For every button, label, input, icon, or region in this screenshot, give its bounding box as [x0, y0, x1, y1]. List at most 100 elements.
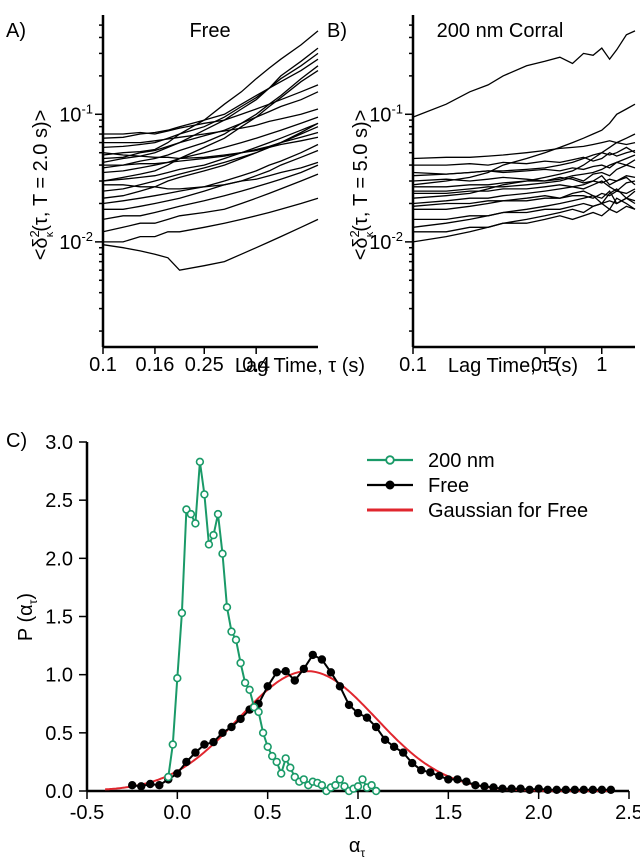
free-point — [399, 748, 408, 757]
200nm-point — [236, 658, 245, 668]
free-point — [552, 785, 561, 794]
free-point — [543, 785, 552, 794]
panel-b-series-line — [412, 159, 636, 175]
panel-b-series-line — [412, 188, 636, 228]
panel-a-series-line — [102, 164, 319, 221]
legend-swatch-marker — [385, 455, 395, 465]
200nm-point — [177, 608, 187, 618]
legend-label: 200 nm — [428, 450, 495, 472]
panel-c-y-tick-label: 1.5 — [45, 607, 73, 629]
panel-a-series-line — [102, 70, 319, 182]
free-point — [561, 785, 570, 794]
200nm-point — [213, 509, 223, 519]
free-point — [507, 784, 516, 793]
panel-b-series-line — [412, 103, 636, 186]
200nm-point — [231, 635, 241, 644]
200nm-point — [286, 763, 295, 772]
panel-b-xlabel: Lag Time, τ (s) — [448, 355, 578, 377]
panel-b-series-line — [413, 154, 636, 188]
panel-b-series-line — [413, 205, 636, 233]
panel-c-y-tick-label: 0.5 — [45, 723, 73, 745]
panel-a-x-tick-label: 0.25 — [185, 354, 224, 376]
200nm-point — [173, 673, 182, 683]
free-point — [362, 713, 372, 722]
free-point — [227, 722, 236, 732]
free-point — [290, 676, 299, 685]
panel-c-y-tick-label: 0.0 — [45, 781, 73, 803]
free-point — [453, 775, 462, 784]
200nm-series-line — [167, 461, 377, 793]
free-point — [173, 769, 182, 778]
panel-a-series-line — [102, 52, 319, 149]
free-point — [308, 650, 317, 660]
legend-label: Gaussian for Free — [428, 500, 588, 522]
panel-b-y-tick-label: 10-2 — [369, 229, 403, 254]
free-point — [326, 668, 336, 677]
panel-a-series-line — [102, 173, 319, 233]
panel-c-letter: C) — [6, 430, 27, 452]
200nm-point — [218, 549, 227, 558]
200nm-point — [268, 751, 277, 761]
200nm-point — [272, 757, 281, 767]
200nm-point — [281, 754, 290, 763]
free-point — [588, 785, 598, 794]
free-point — [462, 777, 471, 786]
free-point — [435, 771, 444, 781]
panel-a-series-line — [102, 65, 319, 169]
200nm-point — [299, 775, 308, 784]
200nm-point — [371, 786, 381, 796]
free-point — [516, 784, 525, 793]
200nm-point — [200, 490, 209, 499]
legend-swatch-marker — [385, 480, 395, 490]
panel-b-series-line — [412, 30, 636, 118]
free-point — [570, 785, 579, 794]
panel-a-y-tick-label: 10-2 — [59, 229, 93, 254]
panel-a-xlabel: Lag Time, τ (s) — [235, 355, 365, 377]
panel-a-series-line — [102, 116, 319, 174]
panel-a-x-tick-label: 0.1 — [89, 354, 117, 376]
panel-b-title: 200 nm Corral — [437, 20, 564, 42]
panel-c-xlabel: ατ — [349, 835, 366, 860]
panel-c-x-tick-label: -0.5 — [70, 802, 104, 824]
panel-b: B) 200 nm Corral Lag Time, τ (s) <δ2 κ(τ,… — [327, 15, 636, 377]
200nm-point — [335, 775, 345, 784]
free-point — [317, 655, 327, 664]
free-point — [380, 735, 390, 744]
panel-a-series-line — [102, 47, 319, 164]
panel-b-ylabel: <δ2 κ(τ, T = 5.0 s)> — [347, 110, 376, 261]
panel-b-series-line — [413, 149, 636, 166]
panel-c-ylabel: P (ατ) — [15, 593, 40, 641]
panel-c-x-tick-label: 0.5 — [254, 802, 282, 824]
200nm-point — [367, 780, 376, 790]
free-point — [281, 667, 290, 676]
free-point — [389, 742, 399, 751]
panel-a-series-line — [103, 197, 319, 243]
free-point — [146, 779, 155, 789]
panel-b-x-tick-label: 1 — [596, 354, 607, 376]
panel-c: C) 0.00.51.01.52.02.53.0-0.5 0.0 0.5 1.0 1.5… — [6, 430, 640, 860]
panel-a-y-tick-label: 10-1 — [59, 101, 93, 126]
panel-b-y-tick-label: 10-1 — [369, 101, 403, 126]
panel-a-series-line — [103, 149, 319, 210]
panel-c-y-tick-label: 1.0 — [45, 665, 73, 687]
panel-c-y-tick-label: 2.5 — [45, 490, 73, 512]
panel-b-letter: B) — [327, 20, 347, 42]
panel-c-y-tick-label: 3.0 — [45, 432, 73, 454]
free-point — [263, 682, 272, 691]
panel-a-x-tick-label: 0.4 — [242, 354, 270, 376]
200nm-point — [186, 509, 196, 519]
200nm-point — [358, 775, 367, 784]
free-point — [371, 722, 381, 732]
panel-c-x-tick-label: 2.0 — [525, 802, 553, 824]
200nm-point — [353, 782, 363, 791]
200nm-point — [245, 685, 254, 694]
panel-a-series-line — [102, 131, 319, 160]
200nm-point — [195, 457, 205, 466]
free-point — [480, 782, 489, 791]
200nm-point — [209, 530, 218, 540]
panel-a-series-line — [102, 30, 319, 156]
200nm-point — [164, 772, 173, 782]
free-point — [444, 775, 453, 784]
panel-c-y-tick-label: 2.0 — [45, 548, 73, 570]
